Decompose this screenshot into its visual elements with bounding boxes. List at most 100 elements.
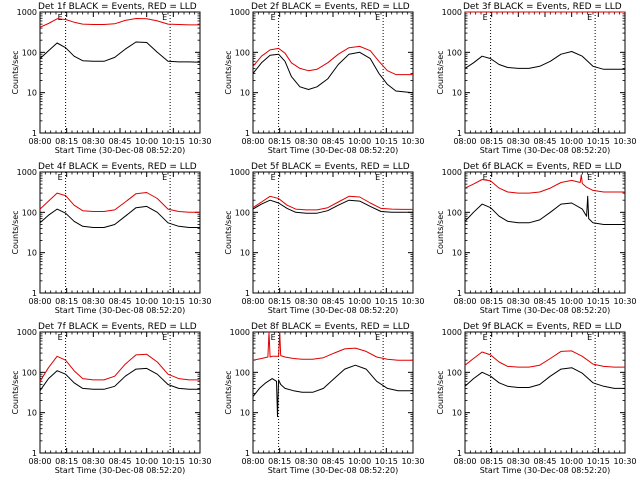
event-marker-label: E [58,333,63,342]
plot-title: Det 9f BLACK = Events, RED = LLD [463,322,622,332]
x-tick-label: 10:00 [135,297,158,306]
event-marker-label: E [58,173,63,182]
y-tick-label: 100 [235,368,250,377]
x-tick-label: 10:30 [613,297,636,306]
y-tick-label: 1 [245,289,250,298]
y-axis-label: Counts/sec [224,210,233,254]
x-axis-label: Start Time (30-Dec-08 08:52:20) [480,306,611,315]
y-tick-label: 100 [447,48,462,57]
x-tick-label: 10:15 [162,297,185,306]
events-series-line [464,195,625,225]
x-tick-label: 10:30 [613,457,636,466]
y-tick-label: 10 [27,89,37,98]
x-tick-label: 08:45 [533,137,556,146]
y-axis-label: Counts/sec [436,50,445,94]
x-tick-label: 10:15 [587,457,610,466]
x-tick-label: 10:30 [401,137,424,146]
x-tick-label: 08:45 [108,457,131,466]
x-tick-label: 10:15 [375,457,398,466]
y-tick-label: 100 [22,368,37,377]
x-tick-label: 08:00 [241,137,264,146]
plot-panel-1: Det 1f BLACK = Events, RED = LLD 1 10 100 10… [11,2,212,155]
x-axis-label: Start Time (30-Dec-08 08:52:20) [55,146,186,155]
event-marker-label: E [162,333,167,342]
x-tick-label: 10:00 [348,297,371,306]
events-series-line [39,205,200,228]
x-tick-label: 10:00 [560,457,583,466]
plot-title: Det 4f BLACK = Events, RED = LLD [38,162,197,172]
event-marker-label: E [375,173,380,182]
x-tick-label: 08:45 [108,297,131,306]
y-tick-label: 1000 [17,168,37,177]
plot-frame [39,11,201,134]
x-axis-label: Start Time (30-Dec-08 08:52:20) [55,466,186,475]
y-tick-label: 1 [32,129,37,138]
y-tick-label: 100 [22,208,37,217]
x-tick-label: 10:00 [348,457,371,466]
y-tick-label: 1000 [17,328,37,337]
x-tick-label: 10:15 [162,137,185,146]
y-tick-label: 1 [457,289,462,298]
x-tick-label: 08:30 [507,297,530,306]
plot-panel-6: Det 6f BLACK = Events, RED = LLD 1 10 100 10… [436,162,637,315]
plot-title: Det 3f BLACK = Events, RED = LLD [463,2,622,12]
x-tick-label: 08:30 [295,457,318,466]
x-tick-label: 08:00 [453,297,476,306]
events-series-line [39,41,201,63]
y-tick-label: 1000 [230,328,250,337]
lld-series-line [464,174,625,194]
x-tick-label: 10:30 [613,137,636,146]
x-tick-label: 08:30 [82,457,105,466]
events-series-line [252,199,413,214]
event-marker-label: E [375,333,380,342]
y-tick-label: 10 [240,89,250,98]
x-axis-label: Start Time (30-Dec-08 08:52:20) [480,466,611,475]
plot-title: Det 5f BLACK = Events, RED = LLD [251,162,410,172]
x-tick-label: 10:15 [375,137,398,146]
events-series-line [464,367,625,389]
event-marker-label: E [587,13,592,22]
plot-panel-7: Det 7f BLACK = Events, RED = LLD 1 10 100 10… [11,322,212,475]
lld-series-line [252,331,413,361]
x-tick-label: 08:15 [268,457,291,466]
y-tick-label: 1 [245,449,250,458]
y-axis-label: Counts/sec [436,370,445,414]
y-tick-label: 100 [447,368,462,377]
lld-series-line [252,195,413,211]
x-tick-label: 08:30 [82,137,105,146]
x-tick-label: 10:30 [401,457,424,466]
plot-title: Det 8f BLACK = Events, RED = LLD [251,322,410,332]
x-tick-label: 08:15 [55,297,78,306]
plot-panel-2: Det 2f BLACK = Events, RED = LLD 1 10 100 10… [224,2,425,155]
x-tick-label: 08:00 [453,457,476,466]
y-tick-label: 10 [452,249,462,258]
x-tick-label: 08:15 [268,137,291,146]
lld-series-line [39,192,200,213]
x-tick-label: 10:15 [587,137,610,146]
plot-panel-9: Det 9f BLACK = Events, RED = LLD 1 10 100 10… [436,322,637,475]
y-tick-label: 10 [452,409,462,418]
plot-frame [252,171,414,294]
plot-title: Det 1f BLACK = Events, RED = LLD [38,2,197,12]
y-tick-label: 10 [240,249,250,258]
y-axis-label: Counts/sec [436,210,445,254]
y-axis-label: Counts/sec [11,50,20,94]
x-tick-label: 08:45 [321,297,344,306]
x-tick-label: 08:00 [241,297,264,306]
x-tick-label: 08:00 [241,457,264,466]
event-marker-label: E [271,333,276,342]
y-tick-label: 10 [27,249,37,258]
y-tick-label: 1 [32,289,37,298]
y-axis-label: Counts/sec [224,50,233,94]
y-tick-label: 100 [447,208,462,217]
plot-frame [39,171,201,294]
event-marker-label: E [271,13,276,22]
x-tick-label: 08:45 [533,457,556,466]
x-axis-label: Start Time (30-Dec-08 08:52:20) [268,146,399,155]
events-series-line [252,364,413,418]
plot-panel-3: Det 3f BLACK = Events, RED = LLD 1 10 100 10… [436,2,637,155]
event-marker-label: E [162,173,167,182]
event-marker-label: E [375,13,380,22]
x-tick-label: 10:15 [587,297,610,306]
y-tick-label: 1000 [17,8,37,17]
